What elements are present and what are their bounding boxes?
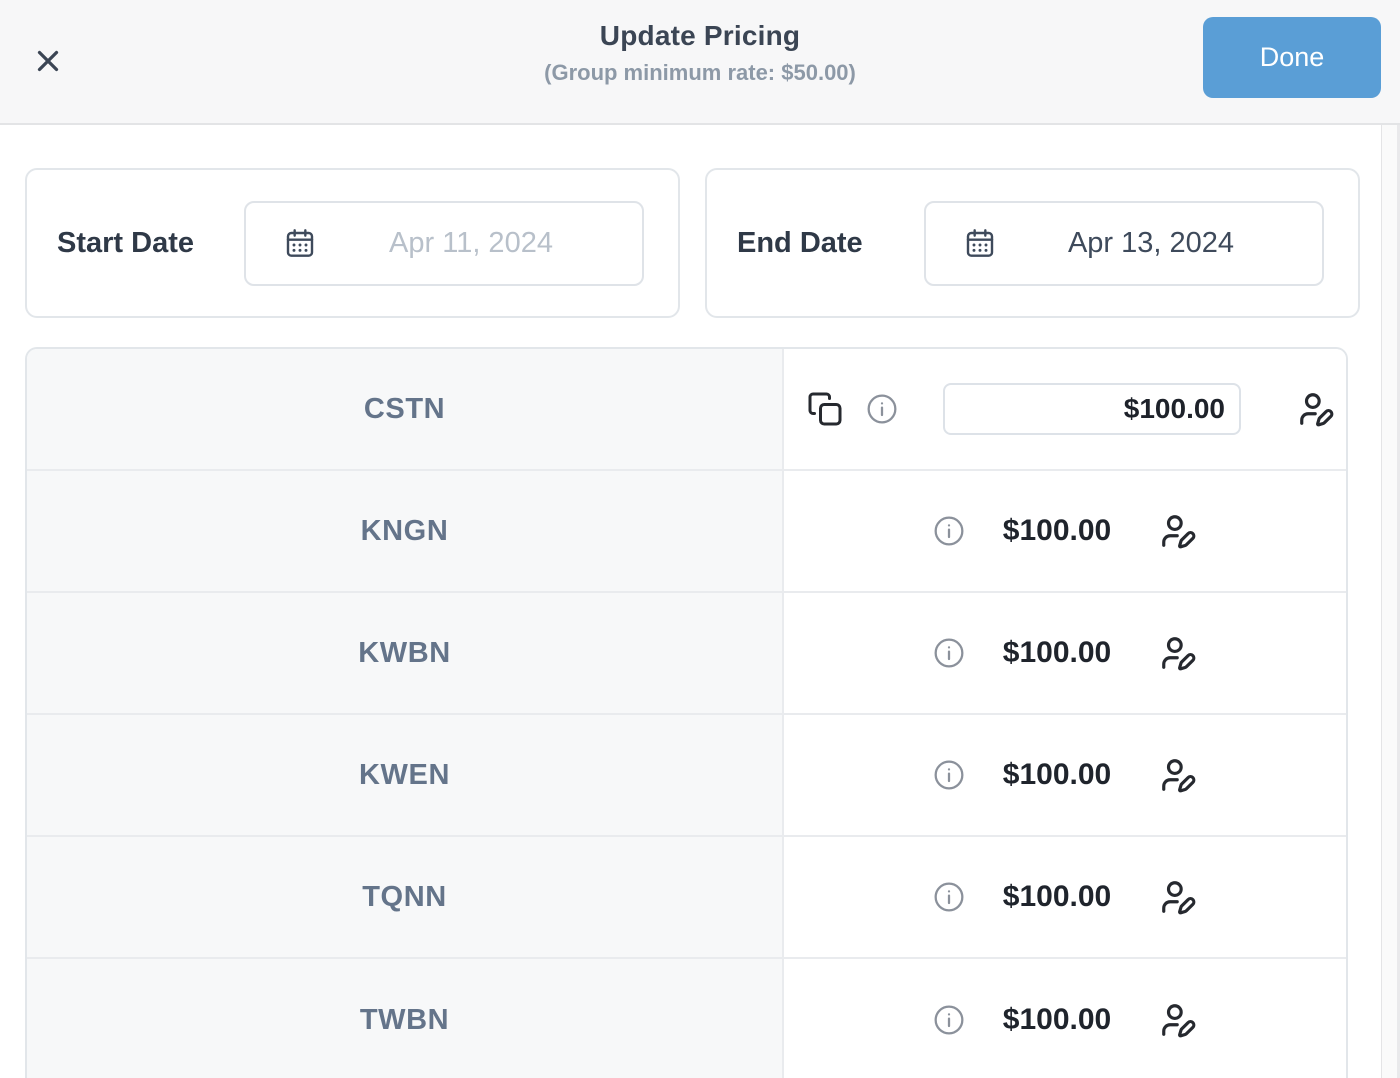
table-row: KWEN $100.00 (27, 715, 1346, 837)
copy-icon[interactable] (807, 391, 843, 427)
info-icon[interactable] (933, 637, 965, 669)
table-row: TWBN $100.00 (27, 959, 1346, 1078)
user-edit-icon[interactable] (1159, 512, 1197, 550)
room-code-cell: KNGN (27, 471, 784, 591)
room-code-label: KWEN (358, 758, 450, 791)
info-icon[interactable] (866, 393, 898, 425)
pricing-table: CSTN $100.00 (25, 347, 1348, 1078)
calendar-icon (964, 227, 996, 259)
room-code-label: KWBN (358, 636, 451, 669)
date-range-section: Start Date End Date (25, 168, 1400, 318)
price-cell: $100.00 (784, 349, 1346, 469)
page-title: Update Pricing (599, 20, 801, 51)
price-value: $100.00 (1002, 880, 1112, 913)
end-date-input[interactable] (996, 226, 1306, 260)
room-code-cell: TWBN (27, 959, 784, 1078)
price-value: $100.00 (1002, 636, 1112, 669)
room-code-label: CSTN (363, 392, 446, 425)
room-code-label: TWBN (359, 1003, 450, 1036)
price-cell: $100.00 (784, 593, 1346, 713)
modal-header: Update Pricing (Group minimum rate: $50.… (0, 0, 1400, 125)
end-date-card: End Date (705, 168, 1360, 318)
room-code-cell: KWBN (27, 593, 784, 713)
price-cell: $100.00 (784, 471, 1346, 591)
scrollbar-track[interactable] (1381, 125, 1400, 1078)
price-value: $100.00 (1002, 514, 1112, 547)
group-minimum-rate: (Group minimum rate: $50.00) (544, 60, 856, 85)
start-date-input[interactable] (316, 226, 626, 260)
user-edit-icon[interactable] (1297, 390, 1335, 428)
room-code-cell: KWEN (27, 715, 784, 835)
start-date-label: Start Date (57, 226, 194, 259)
table-row: KNGN $100.00 (27, 471, 1346, 593)
start-date-picker[interactable] (244, 200, 644, 286)
user-edit-icon[interactable] (1159, 634, 1197, 672)
end-date-label: End Date (737, 226, 863, 259)
end-date-picker[interactable] (924, 200, 1324, 286)
room-code-cell: TQNN (27, 837, 784, 957)
info-icon[interactable] (933, 881, 965, 913)
info-icon[interactable] (933, 1004, 965, 1036)
info-icon[interactable] (933, 759, 965, 791)
info-icon[interactable] (933, 515, 965, 547)
price-value: $100.00 (1002, 758, 1112, 791)
close-icon (31, 44, 65, 81)
price-value: $100.00 (1002, 1003, 1112, 1036)
start-date-card: Start Date (25, 168, 680, 318)
price-cell: $100.00 (784, 959, 1346, 1078)
calendar-icon (284, 227, 316, 259)
price-cell: $100.00 (784, 837, 1346, 957)
user-edit-icon[interactable] (1159, 1001, 1197, 1039)
room-code-label: TQNN (362, 880, 447, 913)
room-code-label: KNGN (360, 514, 449, 547)
price-input[interactable] (943, 383, 1241, 435)
user-edit-icon[interactable] (1159, 878, 1197, 916)
room-code-cell: CSTN (27, 349, 784, 469)
close-button[interactable] (28, 42, 68, 82)
price-cell: $100.00 (784, 715, 1346, 835)
table-row: CSTN $100.00 (27, 349, 1346, 471)
user-edit-icon[interactable] (1159, 756, 1197, 794)
table-row: TQNN $100.00 (27, 837, 1346, 959)
done-button[interactable]: Done (1203, 17, 1381, 98)
table-row: KWBN $100.00 (27, 593, 1346, 715)
